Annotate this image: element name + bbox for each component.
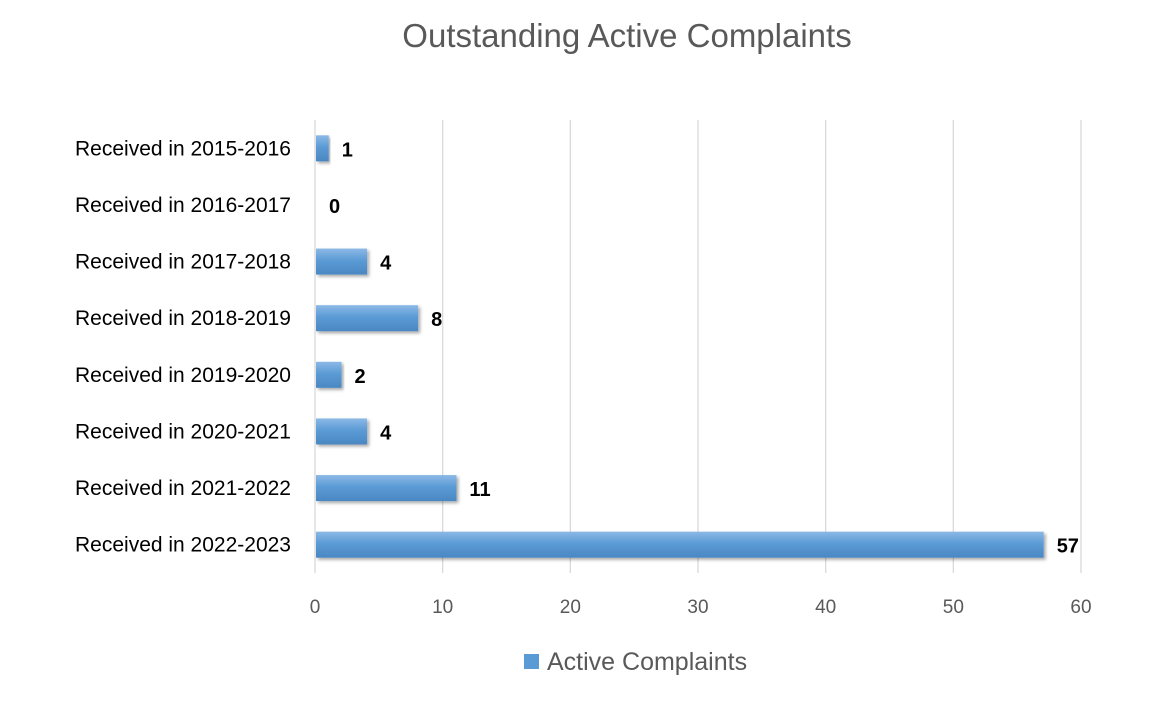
category-label: Received in 2016-2017 [75,194,291,217]
data-labels: 1 0 4 8 2 4 11 57 [329,139,1079,557]
x-tick-label: 10 [432,597,453,618]
data-label: 4 [380,422,392,444]
x-tick-label: 60 [1070,597,1091,618]
gridlines [314,120,1082,573]
data-label: 11 [469,479,490,501]
category-label: Received in 2015-2016 [75,137,291,160]
category-label: Received in 2022-2023 [75,534,291,557]
category-label: Received in 2019-2020 [75,364,291,387]
data-label: 57 [1057,536,1079,558]
category-label: Received in 2020-2021 [75,420,291,443]
bar [316,531,1044,558]
x-tick-label: 50 [943,597,964,618]
bars [316,135,1044,558]
data-label: 1 [342,139,353,161]
bar [316,135,329,162]
data-label: 0 [329,196,340,218]
x-tick-label: 40 [815,597,836,618]
legend: Active Complaints [524,648,747,676]
bar [316,248,368,275]
category-label: Received in 2017-2018 [75,251,291,274]
legend-label: Active Complaints [547,648,747,676]
category-label: Received in 2018-2019 [75,307,291,330]
bar [316,475,457,502]
category-labels: Received in 2015-2016 Received in 2016-20… [75,137,291,556]
data-label: 2 [355,366,366,388]
x-tick-label: 20 [560,597,581,618]
category-label: Received in 2021-2022 [75,477,291,500]
bar [316,418,368,445]
x-tick-label: 0 [310,597,321,618]
x-tick-label: 30 [687,597,708,618]
data-label: 8 [431,309,442,331]
chart-title: Outstanding Active Complaints [402,17,851,54]
data-label: 4 [380,253,392,275]
bar [316,361,342,388]
legend-swatch [524,654,539,669]
bar [316,305,419,332]
x-axis-tick-labels: 0 10 20 30 40 50 60 [310,597,1092,618]
